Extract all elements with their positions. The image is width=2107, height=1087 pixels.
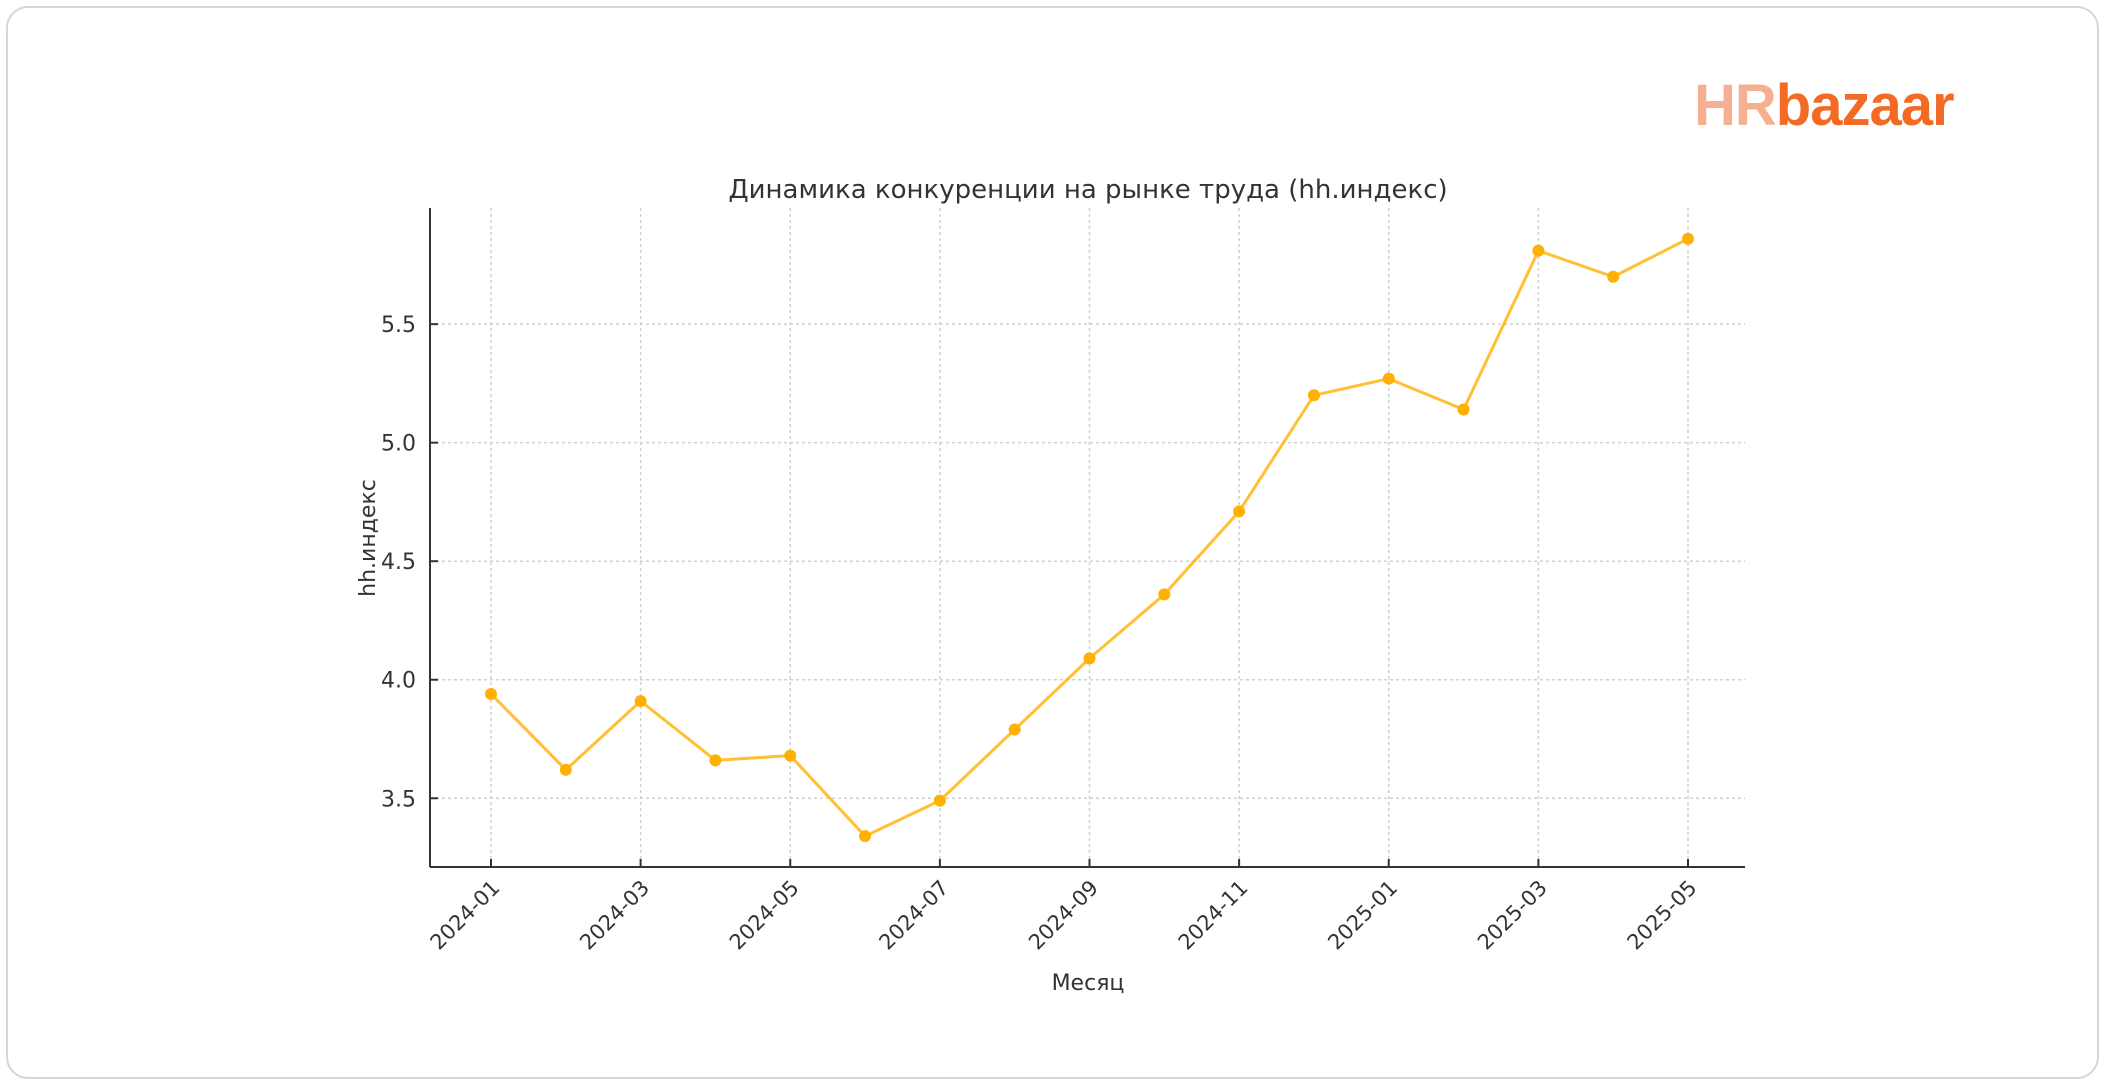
data-point	[859, 830, 872, 843]
y-tick-label: 4.5	[381, 550, 416, 575]
data-point	[1307, 389, 1320, 402]
x-tick-label: 2024-09	[1024, 876, 1103, 955]
data-point	[784, 749, 797, 762]
data-point	[1457, 403, 1470, 416]
chart-card	[6, 6, 2099, 1079]
x-tick-label: 2025-05	[1623, 876, 1702, 955]
x-tick-label: 2024-05	[725, 876, 804, 955]
data-point	[709, 754, 722, 767]
y-tick-label: 5.5	[381, 313, 416, 338]
data-point	[1158, 588, 1171, 601]
data-point	[933, 794, 946, 807]
x-tick-label: 2024-01	[426, 876, 505, 955]
chart-title: Динамика конкуренции на рынке труда (hh.…	[728, 175, 1447, 205]
y-axis-label: hh.индекс	[356, 479, 381, 597]
x-tick-label: 2024-03	[575, 876, 654, 955]
data-point	[1382, 372, 1395, 385]
x-axis-label: Месяц	[1052, 971, 1125, 996]
data-point	[1008, 723, 1021, 736]
data-point	[634, 695, 647, 708]
data-point	[559, 763, 572, 776]
data-point	[1083, 652, 1096, 665]
y-tick-label: 5.0	[381, 432, 416, 457]
hrbazaar-logo: HRbazaar	[1694, 72, 1955, 139]
x-tick-label: 2025-01	[1323, 876, 1402, 955]
data-point	[485, 687, 497, 700]
data-point	[1233, 505, 1246, 518]
data-point	[1532, 244, 1545, 257]
y-tick-label: 4.0	[381, 669, 416, 694]
x-tick-label: 2024-11	[1174, 876, 1253, 955]
x-tick-label: 2025-03	[1473, 876, 1552, 955]
logo-bazaar: bazaar	[1775, 73, 1955, 138]
logo-hr: HR	[1694, 73, 1777, 138]
data-point	[1607, 270, 1620, 283]
y-tick-label: 3.5	[381, 787, 416, 812]
x-tick-label: 2024-07	[874, 876, 953, 955]
data-point	[1682, 232, 1694, 245]
